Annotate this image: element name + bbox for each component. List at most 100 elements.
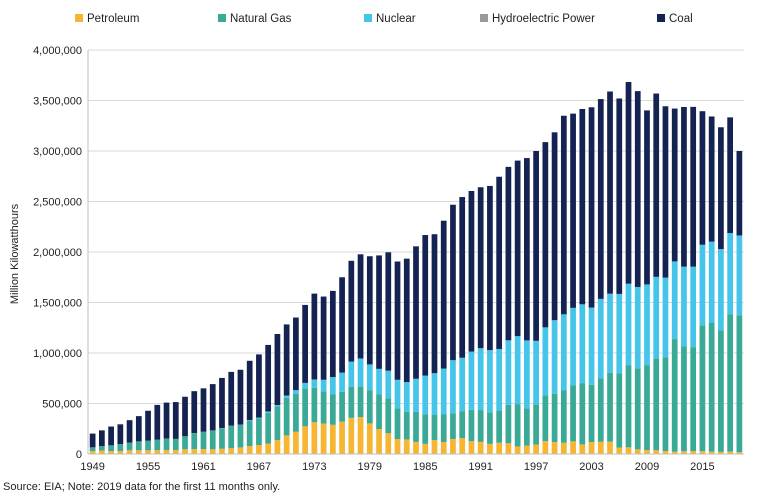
bar-natural-gas-1958 <box>172 438 179 450</box>
bar-natural-gas-2000 <box>560 390 567 443</box>
bar-petroleum-1979 <box>366 423 373 454</box>
bar-natural-gas-1978 <box>357 386 364 418</box>
bar-coal-1966 <box>246 360 253 421</box>
bar-natural-gas-2002 <box>579 383 586 445</box>
bar-nuclear-1987 <box>440 368 447 415</box>
legend-swatch <box>218 14 226 22</box>
bar-coal-1988 <box>450 204 456 361</box>
bar-natural-gas-2014 <box>690 347 697 451</box>
bar-coal-1953 <box>126 420 133 443</box>
bar-natural-gas-2003 <box>588 384 595 442</box>
x-tick-label: 1991 <box>468 461 492 473</box>
bar-nuclear-1997 <box>533 340 539 405</box>
x-tick-label: 2015 <box>690 461 714 473</box>
bar-natural-gas-2016 <box>708 323 715 452</box>
bar-nuclear-2000 <box>560 314 567 391</box>
bar-petroleum-1967 <box>256 445 262 454</box>
bar-nuclear-1990 <box>468 351 475 410</box>
bar-petroleum-2001 <box>570 441 576 454</box>
bar-coal-1950 <box>98 430 105 447</box>
bar-natural-gas-2007 <box>625 365 632 448</box>
bar-coal-1965 <box>237 369 244 425</box>
legend-swatch <box>75 14 83 22</box>
bar-petroleum-1978 <box>357 417 364 454</box>
bar-coal-1972 <box>302 304 308 383</box>
bar-petroleum-1991 <box>477 441 484 454</box>
bar-nuclear-2017 <box>718 249 724 331</box>
bar-petroleum-2015 <box>699 451 706 454</box>
bar-petroleum-1972 <box>302 426 308 454</box>
bar-petroleum-1981 <box>385 433 392 454</box>
bar-coal-2019 <box>736 151 743 236</box>
bar-coal-1970 <box>283 324 290 396</box>
bar-natural-gas-2019 <box>736 315 743 453</box>
y-tick-label: 2,000,000 <box>33 247 82 259</box>
y-tick-label: 3,000,000 <box>33 146 82 158</box>
bar-nuclear-1974 <box>320 379 327 392</box>
bar-coal-1982 <box>394 261 401 380</box>
bar-coal-2018 <box>727 117 734 234</box>
bar-nuclear-2009 <box>644 284 650 366</box>
bar-coal-1991 <box>477 187 484 349</box>
bar-coal-1954 <box>135 416 142 442</box>
bar-petroleum-1997 <box>533 444 539 454</box>
bar-nuclear-2014 <box>690 266 697 348</box>
bar-natural-gas-1965 <box>237 425 244 448</box>
legend-item-nuclear: Nuclear <box>364 13 416 25</box>
bar-natural-gas-2011 <box>662 357 669 451</box>
bar-petroleum-1985 <box>422 443 429 454</box>
bar-petroleum-2008 <box>634 449 641 454</box>
bar-natural-gas-2015 <box>699 325 706 452</box>
bar-coal-1992 <box>487 185 493 351</box>
bar-coal-1969 <box>274 334 281 406</box>
bar-nuclear-1976 <box>339 372 345 392</box>
bar-coal-1978 <box>357 254 364 359</box>
bar-natural-gas-1972 <box>302 388 308 427</box>
bar-nuclear-1993 <box>496 348 503 411</box>
bar-petroleum-2018 <box>727 451 734 454</box>
bar-natural-gas-1949 <box>89 447 96 452</box>
bar-petroleum-1984 <box>413 441 419 454</box>
bar-nuclear-2008 <box>634 286 641 369</box>
bar-nuclear-1991 <box>477 348 484 411</box>
bar-nuclear-1970 <box>283 395 290 398</box>
bar-coal-1986 <box>431 234 438 374</box>
bar-petroleum-1966 <box>246 446 253 454</box>
bar-natural-gas-1964 <box>228 426 235 449</box>
bar-natural-gas-1993 <box>496 410 503 443</box>
bar-natural-gas-1956 <box>154 439 161 451</box>
bar-coal-1957 <box>163 402 170 439</box>
bar-nuclear-2018 <box>727 233 734 315</box>
x-tick-label: 1985 <box>413 461 437 473</box>
bar-nuclear-1966 <box>246 420 253 421</box>
bar-petroleum-1973 <box>311 422 318 454</box>
bar-petroleum-2017 <box>718 451 724 454</box>
bar-petroleum-1996 <box>524 445 530 454</box>
legend-label: Natural Gas <box>230 13 292 25</box>
bar-natural-gas-2017 <box>718 330 724 452</box>
bar-natural-gas-1984 <box>413 411 419 442</box>
bar-nuclear-2013 <box>681 266 687 347</box>
bar-petroleum-1970 <box>283 435 290 454</box>
bar-coal-1998 <box>542 142 549 328</box>
bar-coal-1989 <box>459 197 466 358</box>
bar-natural-gas-1987 <box>440 414 447 443</box>
bar-coal-1958 <box>172 402 179 439</box>
bar-nuclear-2003 <box>588 307 595 385</box>
bar-nuclear-1988 <box>450 360 456 414</box>
bar-nuclear-1995 <box>514 336 521 405</box>
bar-natural-gas-2008 <box>634 368 641 450</box>
bar-natural-gas-1952 <box>117 444 124 451</box>
bar-nuclear-1967 <box>256 417 262 419</box>
bar-coal-1959 <box>182 396 188 437</box>
bar-natural-gas-1990 <box>468 409 475 442</box>
bar-natural-gas-1971 <box>293 393 299 432</box>
bar-coal-1983 <box>403 258 410 383</box>
legend-swatch <box>364 14 372 22</box>
bar-natural-gas-1961 <box>200 431 207 450</box>
bar-coal-1980 <box>376 255 382 369</box>
bar-nuclear-2010 <box>653 276 660 359</box>
bar-nuclear-1977 <box>348 361 355 387</box>
axes: 0 500,000 1,000,000 1,500,000 2,000,000 2,500… <box>33 45 744 473</box>
